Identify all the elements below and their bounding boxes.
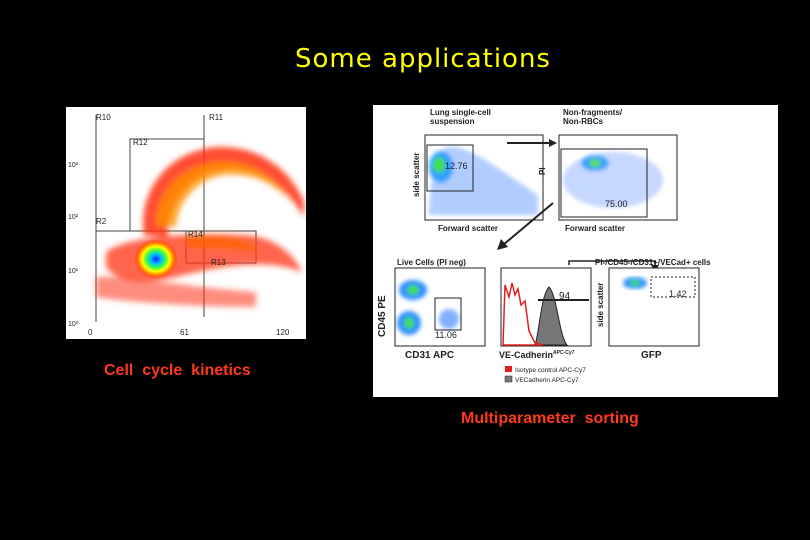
x-axis-label: Forward scatter xyxy=(438,224,498,233)
x-tick: 120 xyxy=(276,328,290,337)
slide-title: Some applications xyxy=(295,44,551,74)
y-tick: 10² xyxy=(68,214,79,221)
gate-label-r10: R10 xyxy=(96,113,111,122)
legend-swatch xyxy=(505,366,512,372)
caption-multiparameter-sorting: Multiparameter sorting xyxy=(461,410,639,427)
x-axis-label: VE-CadherinAPC-Cy7 xyxy=(499,350,575,360)
cell-cycle-plot-svg: R10 R11 R12 R2 R14 R13 10³ 10² 10¹ 10⁰ 0… xyxy=(68,113,304,337)
gate-labels: R10 R11 R12 R2 R14 R13 xyxy=(96,113,226,267)
arrow-3 xyxy=(568,260,656,267)
gate-value: 11.06 xyxy=(435,330,457,340)
plot-title: Non-fragments/Non-RBCs xyxy=(563,108,623,126)
legend-label: Isotype control APC-Cy7 xyxy=(515,367,586,374)
isotype-histogram xyxy=(502,282,544,346)
y-axis-label: side scatter xyxy=(596,283,605,327)
x-axis-label: CD31 APC xyxy=(405,350,454,361)
x-tick: 61 xyxy=(180,328,189,337)
legend-label: VECadherin APC-Cy7 xyxy=(515,377,579,384)
arrow-2 xyxy=(502,202,554,246)
gate-label-r13: R13 xyxy=(211,258,226,267)
y-tick: 10⁰ xyxy=(68,320,79,328)
density-cloud xyxy=(96,146,304,307)
gate-label-r11: R11 xyxy=(209,113,224,122)
x-tick: 0 xyxy=(88,328,93,337)
x-axis-label: Forward scatter xyxy=(565,224,625,233)
sorting-figure-svg: Lung single-cell suspension 12.76 Forward… xyxy=(377,108,711,384)
plot-title: Live Cells (PI neg) xyxy=(397,258,466,267)
y-tick: 10¹ xyxy=(68,268,79,275)
x-axis-label: GFP xyxy=(641,350,662,361)
plot-sorted-cells: PI-/CD45-/CD31+/VECad+ cells 1.42 GFP si… xyxy=(595,258,711,361)
cell-cycle-plot: R10 R11 R12 R2 R14 R13 10³ 10² 10¹ 10⁰ 0… xyxy=(66,107,306,339)
y-tick: 10³ xyxy=(68,162,79,169)
gate-label-r12: R12 xyxy=(133,138,148,147)
vecadherin-histogram xyxy=(534,286,569,346)
gate-value: 75.00 xyxy=(605,199,628,209)
arrow-2-head xyxy=(497,239,508,250)
gate-label-r14: R14 xyxy=(188,230,203,239)
plot-non-fragments: Non-fragments/Non-RBCs 75.00 Forward sca… xyxy=(538,108,678,233)
plot-ve-cadherin-histogram: 94 VE-CadherinAPC-Cy7 xyxy=(499,267,592,360)
gate-value: 12.76 xyxy=(445,161,468,171)
plot-title: PI-/CD45-/CD31+/VECad+ cells xyxy=(595,258,711,267)
gate-label-r2: R2 xyxy=(96,217,107,226)
gate-value: 1.42 xyxy=(669,289,687,299)
y-axis-label: CD45 PE xyxy=(377,295,388,337)
gate-value: 94 xyxy=(559,291,571,302)
plot-title: Lung single-cell suspension xyxy=(430,108,491,126)
plot-live-cells: Live Cells (PI neg) 11.06 CD31 APC CD45 … xyxy=(377,258,486,361)
caption-cell-cycle: Cell cycle kinetics xyxy=(104,362,251,379)
plot-lung-suspension: Lung single-cell suspension 12.76 Forward… xyxy=(412,108,544,233)
x-axis-ticks: 0 61 120 xyxy=(88,328,290,337)
legend-swatch xyxy=(504,375,513,383)
arrow-1-head xyxy=(549,139,557,147)
y-axis-ticks: 10³ 10² 10¹ 10⁰ xyxy=(68,162,79,328)
sorting-figure: Lung single-cell suspension 12.76 Forward… xyxy=(373,105,778,397)
y-axis-label: PI xyxy=(538,167,547,175)
g1-population-dot xyxy=(134,239,178,279)
y-axis-label: side scatter xyxy=(412,153,421,197)
histogram-legend: Isotype control APC-Cy7 VECadherin APC-C… xyxy=(504,366,586,384)
